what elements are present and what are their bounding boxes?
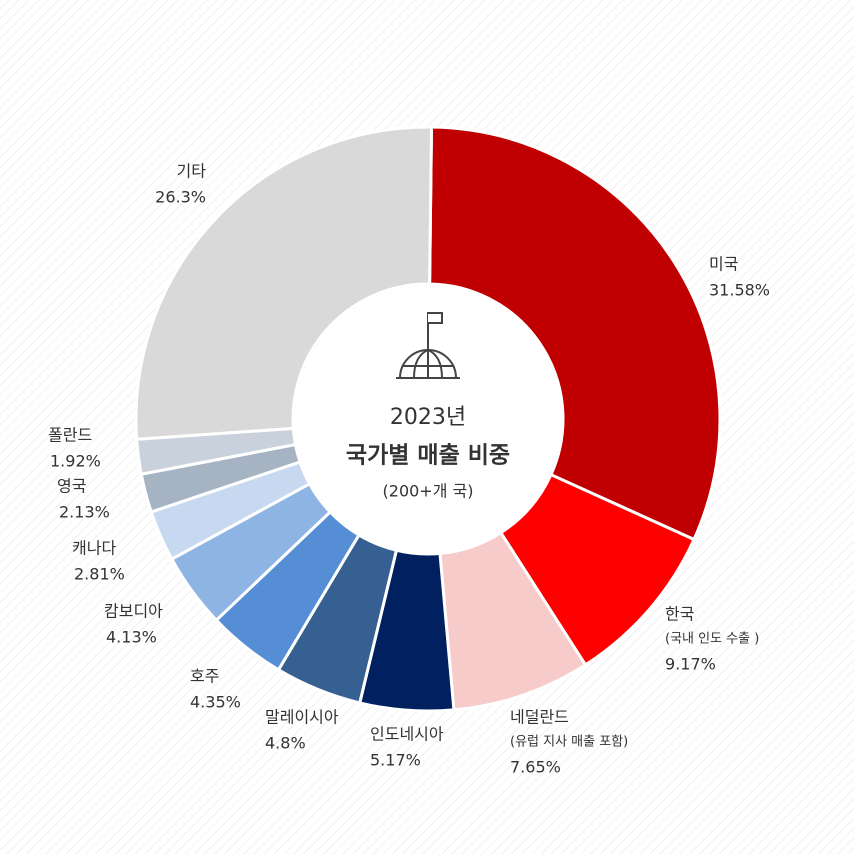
category-label: 폴란드 [48,426,92,445]
value-label: 5.17% [370,751,421,770]
value-label: 4.8% [265,734,306,753]
category-label: 호주 [190,667,219,686]
category-label: 영국 [57,477,86,496]
slice [134,125,434,441]
value-label: 4.35% [190,693,241,712]
category-label: 기타 [177,162,207,181]
category-sublabel: (국내 인도 수출 ) [665,632,759,647]
globe-icon [396,312,460,379]
category-label: 한국 [665,605,694,624]
center-circle [295,286,561,552]
category-sublabel: (유럽 지사 매출 포함) [510,735,628,750]
value-label: 9.17% [665,655,716,674]
category-label: 말레이시아 [265,708,339,727]
category-label: 인도네시아 [370,725,444,744]
value-label: 1.92% [50,452,101,471]
value-label: 2.13% [59,503,110,522]
category-label: 미국 [709,255,738,274]
slice [428,125,722,542]
note: (200+개 국) [383,482,474,501]
value-label: 4.13% [106,628,157,647]
category-label: 캐나다 [72,539,116,558]
value-label: 26.3% [155,188,206,207]
value-label: 31.58% [709,281,770,300]
value-label: 7.65% [510,758,561,777]
value-label: 2.81% [74,565,125,584]
title: 2023년 [390,405,466,430]
category-label: 네덜란드 [510,708,569,727]
category-label: 캄보디아 [104,602,163,621]
slices [134,125,722,713]
subtitle: 국가별 매출 비중 [346,443,510,469]
